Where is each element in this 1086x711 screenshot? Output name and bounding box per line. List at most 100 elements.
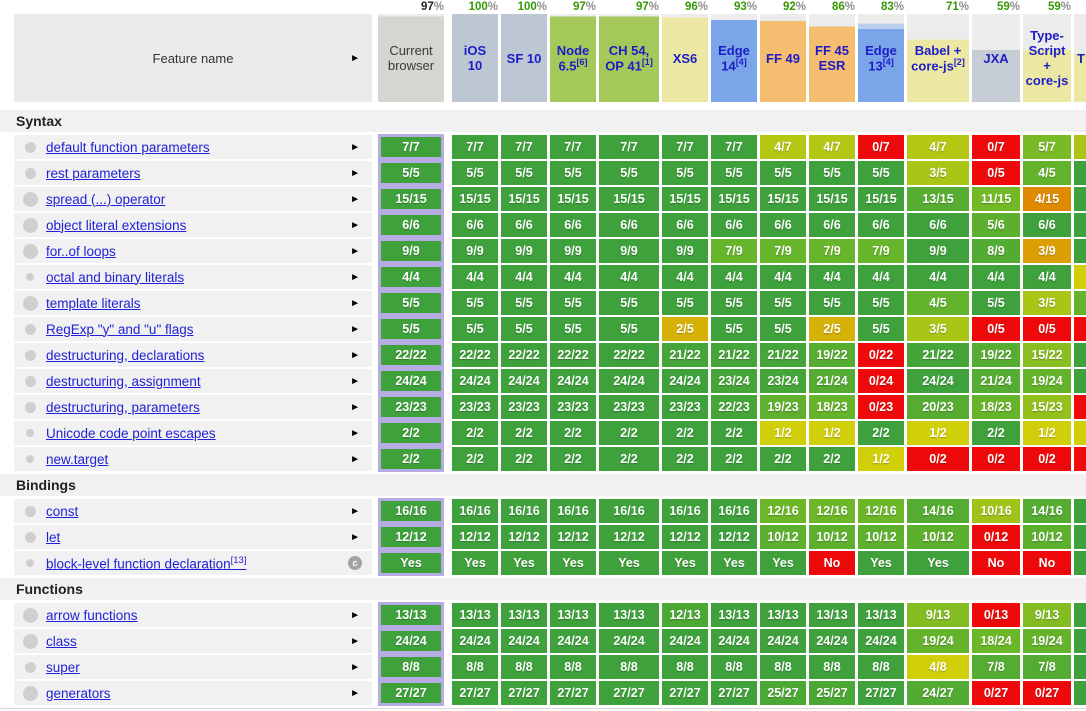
support-cell-ch54[interactable]: Yes: [599, 551, 659, 575]
support-cell-jxa[interactable]: 11/15: [972, 187, 1020, 211]
support-cell-ts[interactable]: 3/9: [1023, 239, 1071, 263]
support-cell-ts[interactable]: 15/23: [1023, 395, 1071, 419]
support-cell-current[interactable]: 27/27: [381, 683, 441, 703]
support-cell-ff49[interactable]: 15/15: [760, 187, 806, 211]
support-cell-jxa[interactable]: 0/27: [972, 681, 1020, 705]
support-cell-xs6[interactable]: 2/2: [662, 421, 708, 445]
support-cell-ts[interactable]: 14/16: [1023, 499, 1071, 523]
expand-arrow-icon[interactable]: ►: [350, 453, 360, 465]
support-cell-ios10[interactable]: 6/6: [452, 213, 498, 237]
support-cell-xs6[interactable]: 6/6: [662, 213, 708, 237]
feature-link[interactable]: class: [46, 634, 77, 649]
support-cell-babel[interactable]: 24/24: [907, 369, 969, 393]
support-cell-node[interactable]: 8/8: [550, 655, 596, 679]
support-cell-node[interactable]: 5/5: [550, 291, 596, 315]
support-cell-cutoff[interactable]: [1074, 655, 1086, 679]
support-cell-ff49[interactable]: 6/6: [760, 213, 806, 237]
support-cell-jxa[interactable]: 0/12: [972, 525, 1020, 549]
support-cell-sf10[interactable]: 24/24: [501, 629, 547, 653]
support-cell-edge14[interactable]: 22/23: [711, 395, 757, 419]
expand-arrow-icon[interactable]: ►: [350, 375, 360, 387]
support-cell-sf10[interactable]: 15/15: [501, 187, 547, 211]
support-cell-ch54[interactable]: 23/23: [599, 395, 659, 419]
support-cell-ch54[interactable]: 22/22: [599, 343, 659, 367]
support-cell-ch54[interactable]: 5/5: [599, 317, 659, 341]
support-cell-current[interactable]: 13/13: [381, 605, 441, 625]
support-cell-current[interactable]: 7/7: [381, 137, 441, 157]
support-cell-ios10[interactable]: 2/2: [452, 421, 498, 445]
feature-link[interactable]: RegExp "y" and "u" flags: [46, 322, 194, 337]
expand-arrow-icon[interactable]: ►: [350, 141, 360, 153]
current-browser-cell[interactable]: 24/24: [378, 368, 444, 394]
support-cell-edge13[interactable]: 0/23: [858, 395, 904, 419]
feature-link[interactable]: let: [46, 530, 60, 545]
support-cell-ios10[interactable]: 5/5: [452, 161, 498, 185]
support-cell-ios10[interactable]: 5/5: [452, 317, 498, 341]
support-cell-ch54[interactable]: 15/15: [599, 187, 659, 211]
support-cell-cutoff[interactable]: [1074, 317, 1086, 341]
support-cell-jxa[interactable]: 0/2: [972, 447, 1020, 471]
support-cell-edge13[interactable]: Yes: [858, 551, 904, 575]
feature-link[interactable]: for..of loops: [46, 244, 116, 259]
support-cell-edge14[interactable]: 2/2: [711, 447, 757, 471]
support-cell-current[interactable]: 9/9: [381, 241, 441, 261]
support-cell-babel[interactable]: 9/13: [907, 603, 969, 627]
support-cell-sf10[interactable]: Yes: [501, 551, 547, 575]
support-cell-ff45[interactable]: 18/23: [809, 395, 855, 419]
support-cell-ios10[interactable]: 15/15: [452, 187, 498, 211]
support-cell-ff45[interactable]: 4/7: [809, 135, 855, 159]
expand-arrow-icon[interactable]: ►: [350, 427, 360, 439]
support-cell-node[interactable]: 24/24: [550, 369, 596, 393]
support-cell-cutoff[interactable]: [1074, 499, 1086, 523]
feature-link[interactable]: default function parameters: [46, 140, 210, 155]
feature-link[interactable]: object literal extensions: [46, 218, 186, 233]
support-cell-edge14[interactable]: 7/9: [711, 239, 757, 263]
support-cell-ff45[interactable]: 19/22: [809, 343, 855, 367]
support-cell-cutoff[interactable]: [1074, 187, 1086, 211]
support-cell-ts[interactable]: 0/5: [1023, 317, 1071, 341]
support-cell-babel[interactable]: 6/6: [907, 213, 969, 237]
support-cell-ff49[interactable]: 5/5: [760, 317, 806, 341]
support-cell-current[interactable]: 12/12: [381, 527, 441, 547]
support-cell-ff45[interactable]: 15/15: [809, 187, 855, 211]
support-cell-xs6[interactable]: 4/4: [662, 265, 708, 289]
support-cell-xs6[interactable]: 2/5: [662, 317, 708, 341]
feature-link[interactable]: new.target: [46, 452, 108, 467]
support-cell-ch54[interactable]: 2/2: [599, 421, 659, 445]
support-cell-edge13[interactable]: 12/16: [858, 499, 904, 523]
support-cell-sf10[interactable]: 27/27: [501, 681, 547, 705]
support-cell-xs6[interactable]: 12/12: [662, 525, 708, 549]
expand-arrow-icon[interactable]: ►: [350, 531, 360, 543]
support-cell-node[interactable]: 13/13: [550, 603, 596, 627]
support-cell-edge14[interactable]: 24/24: [711, 629, 757, 653]
support-cell-ts[interactable]: 19/24: [1023, 369, 1071, 393]
support-cell-edge13[interactable]: 0/22: [858, 343, 904, 367]
support-cell-node[interactable]: 5/5: [550, 317, 596, 341]
current-browser-cell[interactable]: 23/23: [378, 394, 444, 420]
support-cell-edge14[interactable]: 13/13: [711, 603, 757, 627]
support-cell-xs6[interactable]: 15/15: [662, 187, 708, 211]
current-browser-cell[interactable]: 9/9: [378, 238, 444, 264]
support-cell-node[interactable]: Yes: [550, 551, 596, 575]
expand-arrow-icon[interactable]: ►: [350, 193, 360, 205]
support-cell-babel[interactable]: 4/4: [907, 265, 969, 289]
support-cell-node[interactable]: 2/2: [550, 447, 596, 471]
support-cell-ff49[interactable]: 4/4: [760, 265, 806, 289]
support-cell-babel[interactable]: 4/8: [907, 655, 969, 679]
current-browser-cell[interactable]: 16/16: [378, 498, 444, 524]
current-browser-cell[interactable]: 5/5: [378, 316, 444, 342]
support-cell-cutoff[interactable]: [1074, 161, 1086, 185]
current-browser-cell[interactable]: 24/24: [378, 628, 444, 654]
feature-link[interactable]: generators: [46, 686, 111, 701]
support-cell-ff45[interactable]: 5/5: [809, 291, 855, 315]
support-cell-ch54[interactable]: 24/24: [599, 369, 659, 393]
support-cell-current[interactable]: 5/5: [381, 319, 441, 339]
expand-arrow-icon[interactable]: ►: [350, 167, 360, 179]
support-cell-xs6[interactable]: 5/5: [662, 291, 708, 315]
support-cell-babel[interactable]: 19/24: [907, 629, 969, 653]
support-cell-ch54[interactable]: 12/12: [599, 525, 659, 549]
support-cell-jxa[interactable]: 0/5: [972, 317, 1020, 341]
feature-link[interactable]: Unicode code point escapes: [46, 426, 216, 441]
support-cell-edge13[interactable]: 4/4: [858, 265, 904, 289]
column-header-node[interactable]: Node 6.5[6]: [550, 14, 596, 102]
